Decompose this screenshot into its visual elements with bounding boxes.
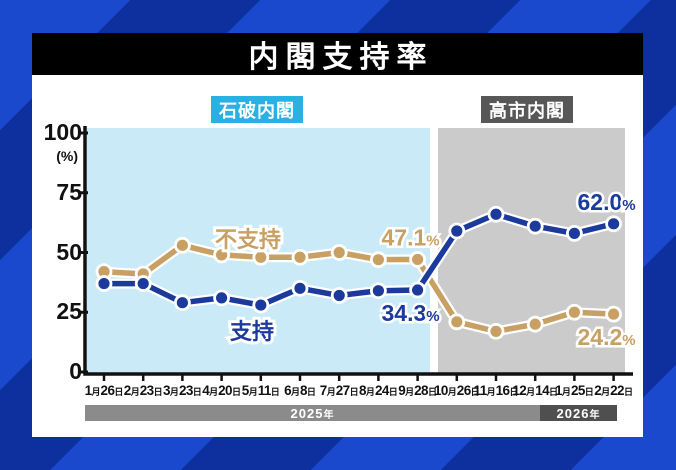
series-label: 支持 bbox=[230, 319, 274, 344]
支持-data-point bbox=[487, 205, 505, 223]
支持-data-point bbox=[369, 282, 387, 300]
value-callout: 34.3% bbox=[381, 300, 439, 326]
不支持-data-point bbox=[213, 246, 231, 264]
支持-data-point bbox=[213, 289, 231, 307]
period-tag-takaichi-label: 高市内閣 bbox=[489, 100, 565, 121]
不支持-data-point bbox=[566, 303, 583, 321]
支持-data-point bbox=[95, 275, 113, 292]
year-bar-2026: 2026 年 bbox=[540, 405, 617, 421]
不支持-data-point bbox=[605, 305, 622, 323]
period-tag-ishiba: 石破内閣 bbox=[211, 96, 303, 123]
y-axis-tick-label: 100 bbox=[43, 118, 82, 145]
不支持-data-point bbox=[448, 313, 466, 331]
y-axis-labels: (%) 100 75 50 25 0 bbox=[20, 0, 82, 440]
支持-data-point bbox=[291, 279, 309, 297]
value-callout: 47.1% bbox=[381, 224, 439, 250]
year-bar-2025: 2025 年 bbox=[85, 405, 540, 421]
y-axis-tick-label: 75 bbox=[56, 178, 82, 205]
year-2026-suffix: 年 bbox=[589, 409, 601, 421]
y-axis-tick-label: 25 bbox=[56, 298, 82, 325]
不支持-data-point bbox=[252, 248, 270, 266]
takaichi-period-region bbox=[438, 128, 625, 374]
不支持-data-point bbox=[487, 322, 505, 340]
y-axis-tick-label: 50 bbox=[56, 238, 82, 265]
title-bar: 内閣支持率 bbox=[32, 33, 643, 75]
支持-data-point bbox=[526, 217, 544, 235]
page-title: 内閣支持率 bbox=[248, 41, 434, 74]
支持-data-point bbox=[605, 215, 622, 233]
支持-data-point bbox=[566, 224, 583, 242]
支持-data-point bbox=[252, 296, 270, 314]
year-2025-label: 2025 bbox=[290, 405, 324, 421]
不支持-data-point bbox=[409, 251, 427, 268]
year-2026-label: 2026 bbox=[556, 405, 590, 421]
支持-data-point bbox=[409, 281, 427, 299]
支持-data-point bbox=[448, 222, 466, 240]
不支持-data-point bbox=[369, 251, 387, 269]
series-label: 不支持 bbox=[215, 227, 281, 252]
y-axis-unit: (%) bbox=[56, 148, 78, 164]
支持-data-point bbox=[173, 294, 191, 312]
period-tag-ishiba-label: 石破内閣 bbox=[219, 100, 295, 121]
period-tag-takaichi: 高市内閣 bbox=[481, 96, 573, 123]
不支持-data-point bbox=[291, 248, 309, 266]
不支持-data-point bbox=[173, 236, 191, 254]
不支持-data-point bbox=[330, 244, 348, 261]
year-2025-suffix: 年 bbox=[323, 409, 335, 421]
支持-data-point bbox=[134, 275, 152, 292]
axis bbox=[83, 126, 633, 376]
value-callout: 62.0% bbox=[577, 189, 635, 215]
y-axis-tick-label: 0 bbox=[69, 357, 82, 384]
value-callout: 24.2% bbox=[577, 324, 635, 350]
支持-data-point bbox=[330, 287, 348, 304]
不支持-data-point bbox=[526, 315, 544, 333]
